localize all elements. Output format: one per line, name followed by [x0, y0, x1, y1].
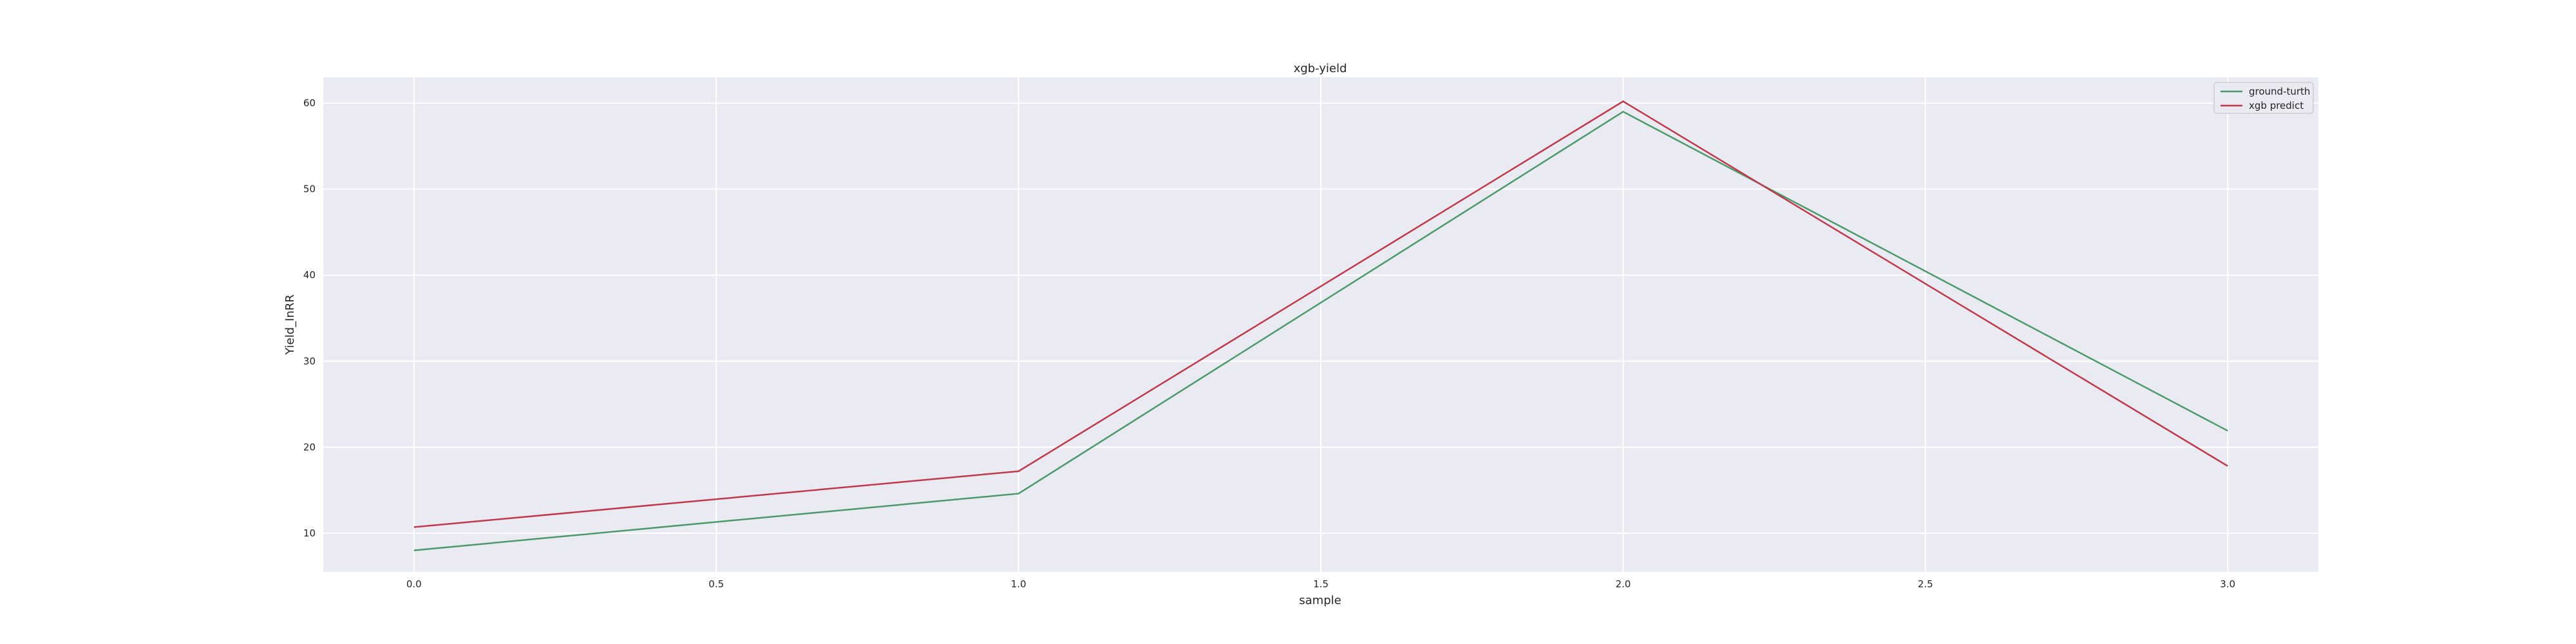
y-tick-label: 50 — [303, 184, 316, 195]
legend-label-ground-turth: ground-turth — [2249, 86, 2310, 97]
x-tick-label: 0.0 — [406, 578, 422, 590]
y-tick-label: 60 — [303, 97, 316, 109]
x-tick-label: 2.5 — [1918, 578, 1933, 590]
y-tick-label: 40 — [303, 269, 316, 281]
x-tick-label: 1.5 — [1313, 578, 1329, 590]
x-axis-label: sample — [1299, 594, 1341, 607]
legend: ground-turth xgb predict — [2214, 82, 2313, 113]
x-tick-label: 0.5 — [708, 578, 724, 590]
legend-label-xgb-predict: xgb predict — [2249, 100, 2304, 111]
x-tick-label: 1.0 — [1011, 578, 1027, 590]
y-tick-label: 30 — [303, 355, 316, 367]
y-tick-label: 20 — [303, 441, 316, 453]
x-tick-label: 3.0 — [2220, 578, 2235, 590]
x-tick-label: 2.0 — [1615, 578, 1631, 590]
y-tick-label: 10 — [303, 527, 316, 539]
y-axis-label: Yield_InRR — [283, 294, 297, 355]
chart-title: xgb-yield — [1294, 62, 1347, 75]
